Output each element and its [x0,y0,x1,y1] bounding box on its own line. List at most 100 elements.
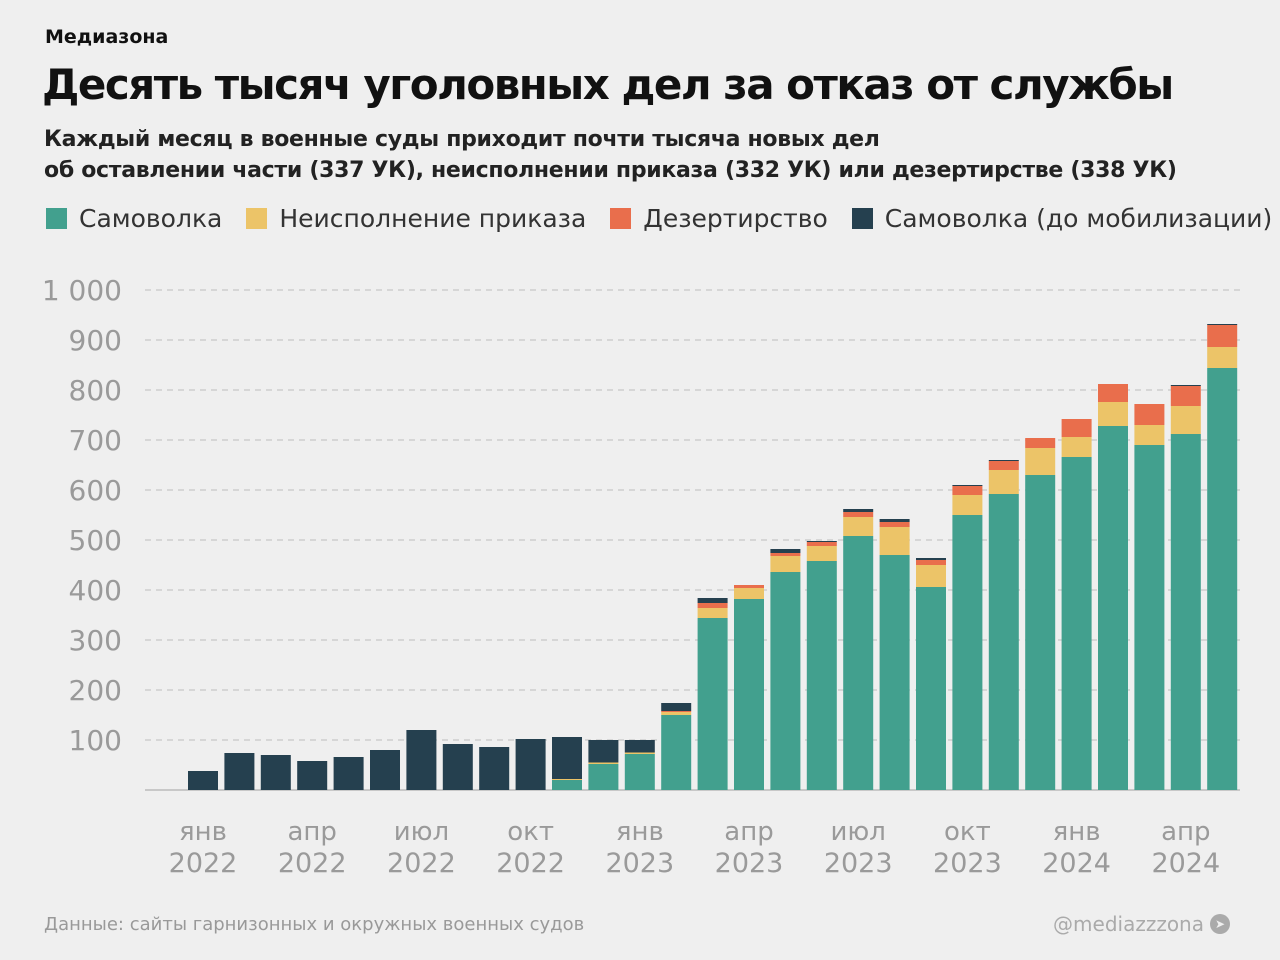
legend-swatch [46,208,67,229]
x-tick-label: янв [1053,817,1101,847]
bar-segment [916,560,946,565]
bar-segment [1098,384,1128,402]
subtitle-line: Каждый месяц в военные суды приходит поч… [44,127,880,152]
bar-segment [879,555,910,790]
bar-segment [1025,438,1056,448]
bar-segment [734,585,764,588]
y-tick-label: 1 000 [42,274,122,307]
bar-segment [952,515,983,790]
bar-segment [260,755,291,790]
y-tick-label: 800 [69,374,122,407]
bar-segment [806,561,837,790]
legend-swatch [610,208,632,229]
x-tick-label: июл [394,817,449,847]
telegram-icon: ➤ [1210,914,1230,934]
bar-segment [988,494,1019,790]
bar-segment [770,553,801,556]
y-tick-label: 400 [69,574,122,607]
y-tick-label: 100 [69,724,122,757]
bar-segment [588,764,619,790]
legend-item: Самоволка [46,204,222,233]
bar-segment [588,740,619,763]
y-tick-label: 500 [69,524,122,557]
legend-item: Дезертирство [610,204,828,233]
y-tick-label: 600 [69,474,122,507]
legend-swatch [851,208,873,229]
bar-segment [988,460,1019,461]
bar-segment [624,752,655,754]
legend-item: Неисполнение приказа [246,204,586,233]
bar-segment [1134,425,1165,445]
x-tick-label: 2024 [1151,848,1220,879]
bar-segment [1061,419,1092,437]
bar-segment [370,750,400,790]
bar-segment [1134,404,1165,425]
bar-segment [916,565,946,587]
bar-segment [661,715,692,790]
bar-segment [1098,402,1128,426]
bar-segment [1170,386,1201,406]
bar-segment [988,461,1019,470]
legend-label: Дезертирство [643,204,828,233]
bar-segment [188,771,218,790]
bar-segment [1207,325,1238,347]
bar-segment [624,754,655,790]
bar-segment [588,762,619,764]
bar-segment [1170,385,1201,386]
bar-segment [1170,406,1201,434]
bar-segment [442,744,473,790]
bar-segment [661,711,692,712]
bar-segment [734,588,764,599]
legend-label: Самоволка (до мобилизации) [884,204,1273,233]
x-tick-label: 2022 [496,848,565,879]
bar-segment [479,747,510,790]
bar-segment [770,572,801,790]
bar-segment [770,556,801,572]
bar-segment [697,618,728,790]
x-tick-label: 2022 [169,848,238,879]
social-handle[interactable]: @mediazzzona ➤ [1053,912,1230,936]
bar-segment [697,598,728,603]
bar-segment [624,740,655,753]
y-tick-label: 900 [69,324,122,357]
y-tick-label: 300 [69,624,122,657]
chart-title: Десять тысяч уголовных дел за отказ от с… [42,60,1174,109]
x-tick-label: янв [179,817,227,847]
bar-segment [843,512,874,517]
x-tick-label: окт [944,817,991,847]
bar-segment [552,737,582,779]
bar-segment [1207,347,1238,368]
bar-segment [1207,324,1238,325]
bar-segment [333,757,364,790]
x-tick-label: 2023 [715,848,784,879]
bar-segment [552,780,582,790]
bar-segment [1025,475,1056,790]
source-note: Данные: сайты гарнизонных и окружных вое… [44,914,585,935]
bar-segment [734,599,764,790]
bar-segment [661,703,692,711]
legend-item: Самоволка (до мобилизации) [851,204,1273,233]
x-tick-label: 2023 [605,848,674,879]
bar-segment [806,542,837,546]
x-tick-label: 2022 [387,848,456,879]
bar-segment [406,730,437,790]
x-tick-label: 2023 [933,848,1002,879]
y-tick-label: 200 [69,674,122,707]
x-tick-label: 2024 [1042,848,1111,879]
bar-segment [552,779,582,780]
bar-segment [806,546,837,561]
bar-segment [1025,448,1056,475]
x-tick-label: 2022 [278,848,347,879]
chart-subtitle: Каждый месяц в военные суды приходит поч… [44,124,1177,186]
handle-text: @mediazzzona [1053,912,1204,936]
x-tick-label: июл [830,817,885,847]
bar-segment [1098,426,1128,790]
bar-segment [916,587,946,790]
bar-segment [843,509,874,512]
bar-segment [916,558,946,560]
x-tick-label: апр [724,817,773,847]
bar-segment [952,485,983,486]
bar-segment [988,470,1019,494]
bar-segment [952,495,983,515]
